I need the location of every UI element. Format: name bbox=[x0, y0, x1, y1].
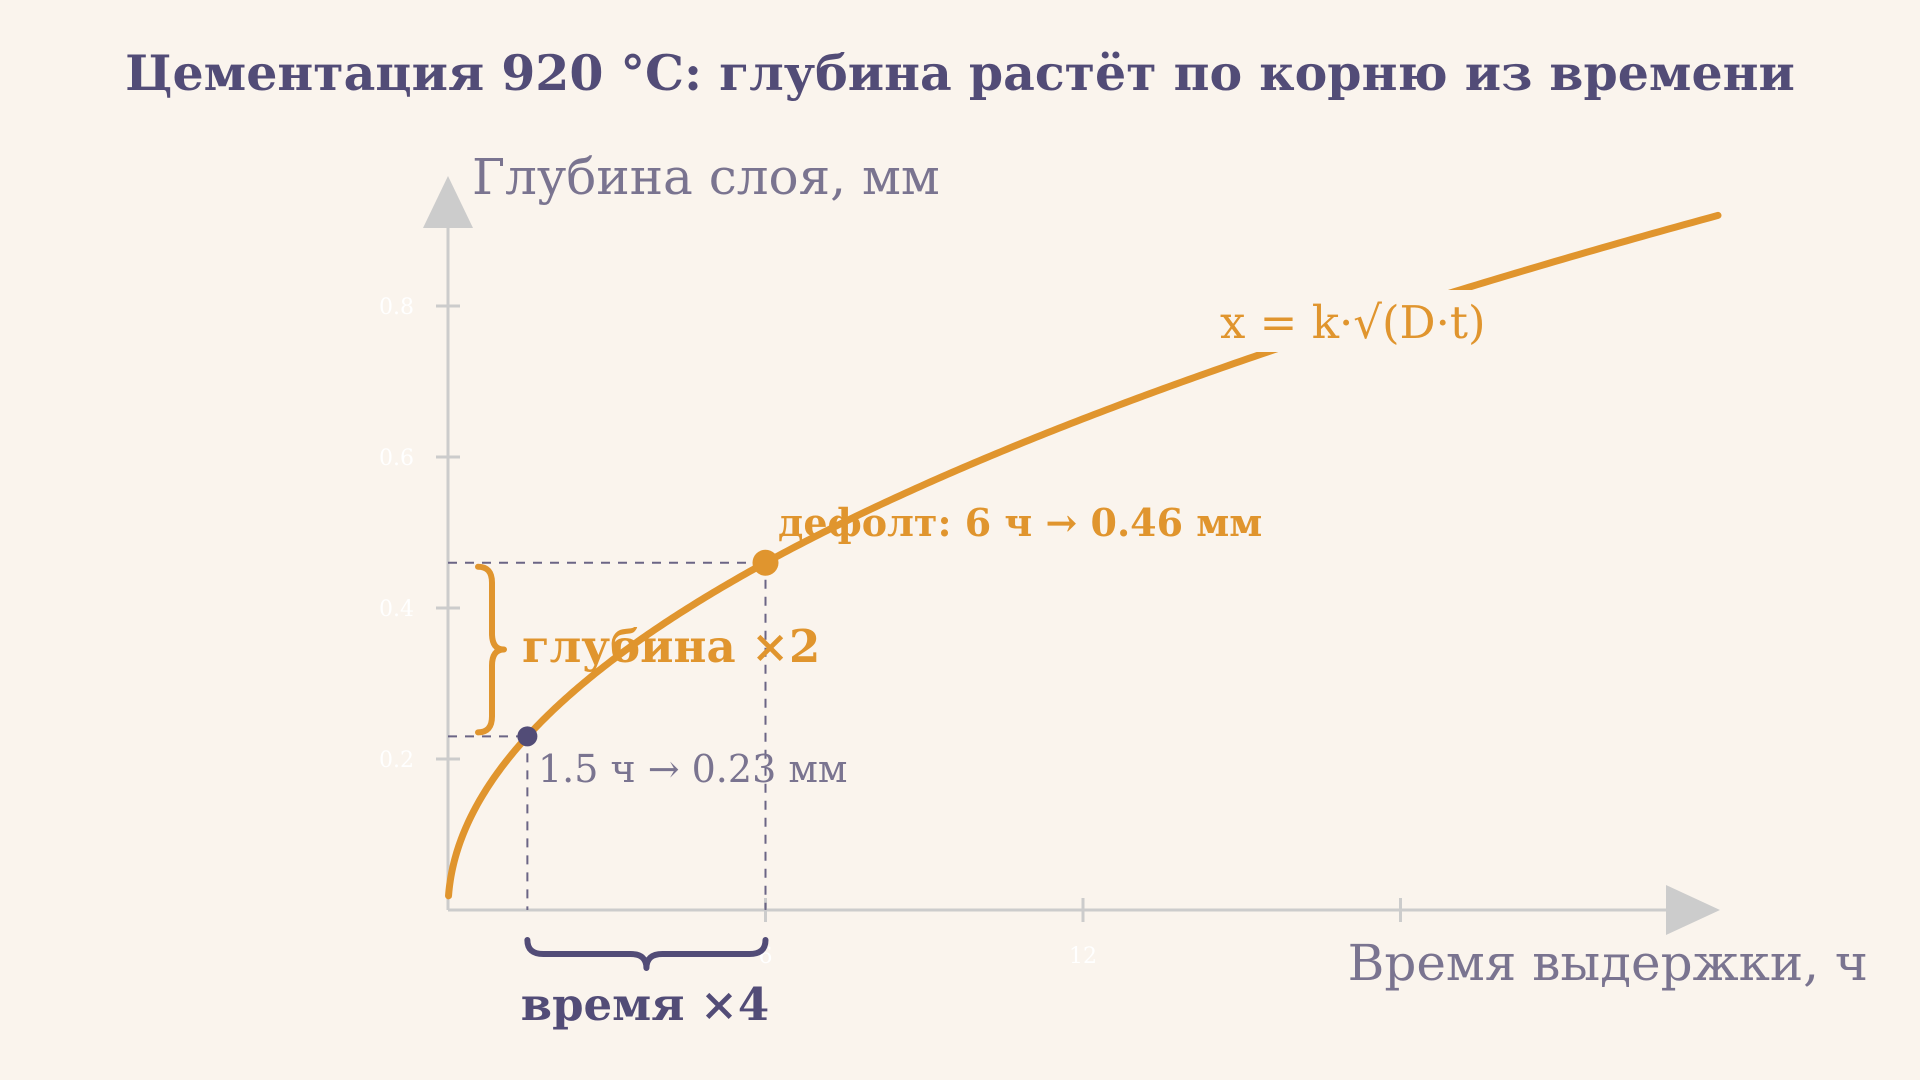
depth-brace-icon bbox=[475, 563, 507, 736]
depth-brace-label: глубина ×2 bbox=[522, 620, 820, 673]
axes bbox=[423, 176, 1720, 935]
x-axis-label: Время выдержки, ч bbox=[1348, 934, 1868, 992]
ticks: 0.20.40.60.86 12 bbox=[379, 295, 1402, 969]
y-axis-label: Глубина слоя, мм bbox=[472, 148, 940, 206]
y-axis-arrow-icon bbox=[423, 176, 473, 228]
x-tick-label: 12 bbox=[1069, 944, 1097, 969]
y-tick-label: 0.2 bbox=[379, 748, 414, 773]
y-tick-label: 0.8 bbox=[379, 295, 414, 320]
point-label: 1.5 ч → 0.23 мм bbox=[538, 747, 847, 791]
y-tick-label: 0.6 bbox=[379, 446, 414, 471]
y-tick-label: 0.4 bbox=[379, 597, 414, 622]
highlight-points: 1.5 ч → 0.23 мм дефолт: 6 ч → 0.46 мм bbox=[517, 500, 1262, 791]
formula-label: x = k·√(D·t) bbox=[1220, 296, 1486, 349]
data-point bbox=[752, 549, 779, 576]
data-point bbox=[517, 726, 538, 747]
time-brace-label: время ×4 bbox=[521, 978, 769, 1031]
x-axis-arrow-icon bbox=[1666, 885, 1720, 935]
series-line bbox=[445, 211, 1722, 900]
point-label: дефолт: 6 ч → 0.46 мм bbox=[778, 500, 1262, 545]
chart-title: Цементация 920 °C: глубина растёт по кор… bbox=[125, 44, 1795, 102]
guide-lines bbox=[448, 561, 767, 910]
formula-label-background bbox=[1210, 290, 1490, 352]
time-brace-icon bbox=[524, 937, 769, 971]
